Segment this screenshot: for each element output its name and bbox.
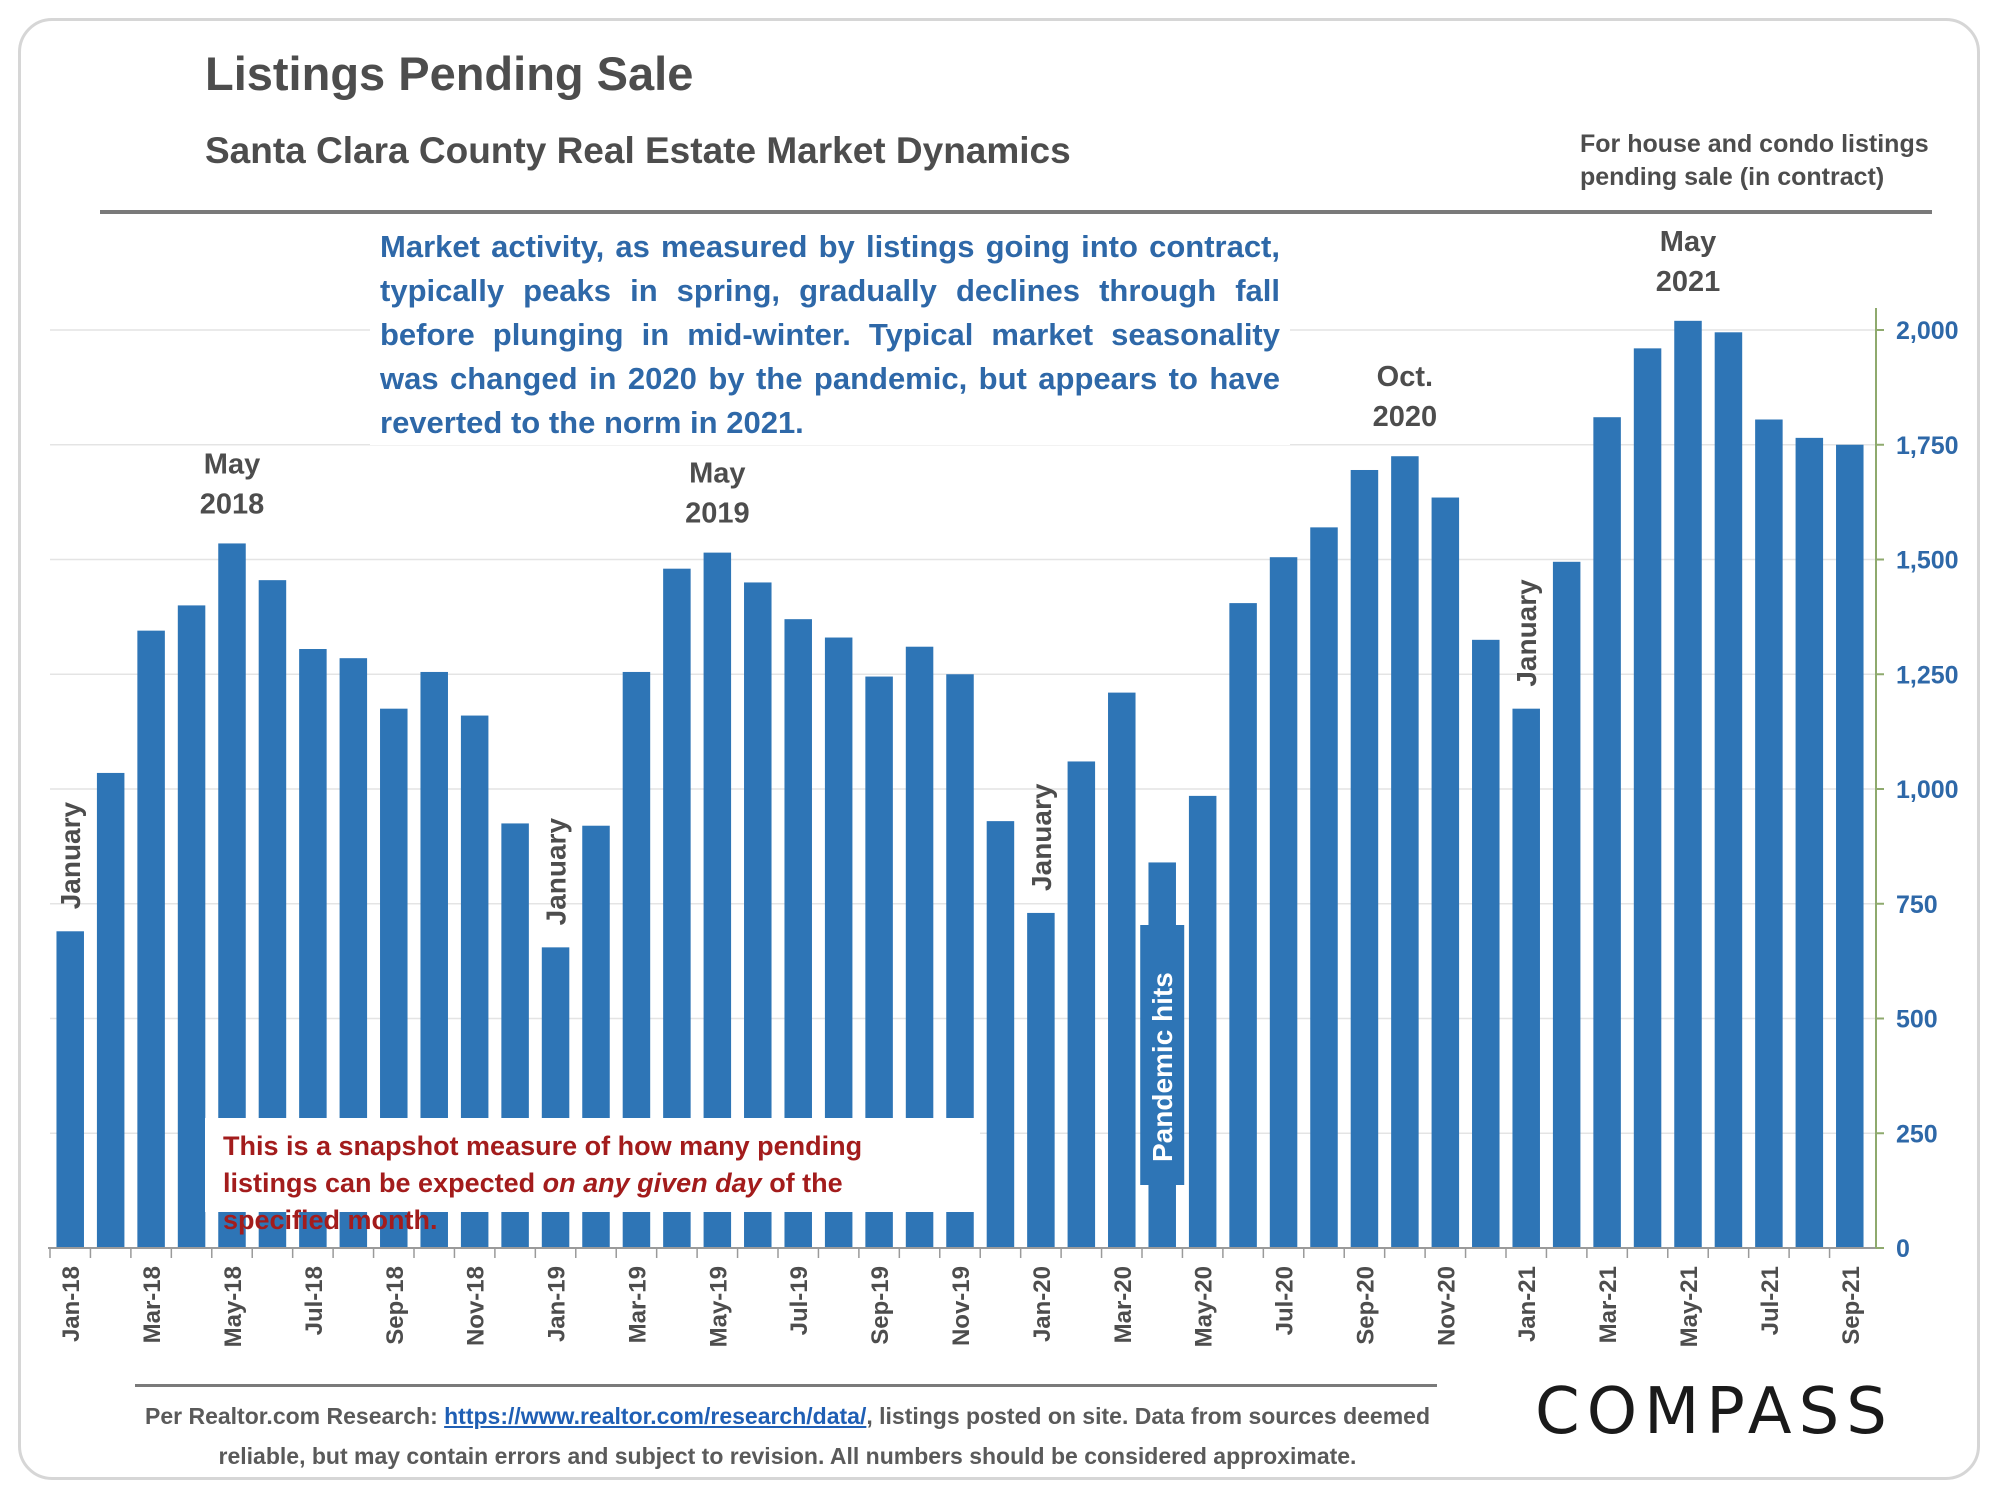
january-label: January: [55, 801, 86, 909]
bar-feb-20: [1067, 761, 1096, 1248]
bar-apr-21: [1633, 348, 1662, 1248]
bar-jan-20: [1027, 912, 1055, 1248]
january-label: January: [541, 818, 572, 926]
bar-jul-21: [1755, 419, 1783, 1248]
x-tick-label: May-20: [1191, 1266, 1218, 1347]
bar-feb-21: [1552, 561, 1581, 1248]
footer-divider: [135, 1384, 1437, 1387]
bar-jan-21: [1512, 708, 1540, 1248]
bar-mar-21: [1593, 417, 1621, 1249]
x-tick-label: Nov-20: [1433, 1266, 1460, 1346]
peak-label-year: 2018: [200, 488, 265, 520]
peak-label-month: May: [689, 458, 745, 490]
chart-title: Listings Pending Sale: [205, 47, 694, 100]
bar-sep-21: [1836, 444, 1864, 1248]
x-tick-label: Jul-20: [1272, 1266, 1299, 1335]
source-prefix: Per Realtor.com Research:: [144, 1403, 445, 1429]
y-tick-label: 0: [1896, 1235, 1910, 1263]
bar-mar-20: [1108, 692, 1136, 1248]
compass-logo: COMPASS: [1535, 1375, 1894, 1449]
x-tick-label: Mar-20: [1110, 1266, 1137, 1343]
x-tick-label: Nov-18: [463, 1266, 490, 1346]
pandemic-label-bg: [1140, 925, 1185, 1185]
x-tick-label: Sep-18: [382, 1266, 409, 1345]
y-tick-label: 1,000: [1896, 776, 1959, 804]
x-tick-label: Jul-21: [1757, 1266, 1784, 1335]
bar-apr-18: [177, 605, 206, 1248]
pandemic-hits-label: Pandemic hits: [1147, 972, 1178, 1162]
source-link[interactable]: https://www.realtor.com/research/data/: [444, 1403, 867, 1429]
bar-jan-18: [56, 931, 84, 1248]
snapshot-text-end: of the specified month.: [223, 1168, 843, 1235]
source-footnote: Per Realtor.com Research: https://www.re…: [120, 1396, 1455, 1476]
x-tick-label: May-21: [1676, 1266, 1703, 1347]
x-tick-label: Mar-18: [139, 1266, 166, 1343]
y-tick-label: 250: [1896, 1120, 1938, 1148]
x-tick-label: Nov-19: [948, 1266, 975, 1346]
peak-label-month: May: [204, 448, 260, 480]
x-tick-label: Mar-19: [624, 1266, 651, 1343]
x-tick-label: Jul-19: [786, 1266, 813, 1335]
bar-dec-20: [1472, 639, 1500, 1248]
y-tick-label: 1,750: [1896, 432, 1959, 460]
bar-may-20: [1188, 795, 1217, 1248]
scope-note: For house and condo listings pending sal…: [1580, 130, 1929, 191]
bar-aug-20: [1310, 527, 1338, 1248]
snapshot-callout: This is a snapshot measure of how many p…: [205, 1118, 980, 1235]
chart-subtitle: Santa Clara County Real Estate Market Dy…: [205, 130, 1071, 171]
y-tick-label: 1,250: [1896, 661, 1959, 689]
bar-dec-19: [986, 821, 1015, 1248]
bar-sep-20: [1350, 469, 1379, 1248]
x-tick-label: Jan-18: [58, 1266, 85, 1342]
bar-jun-21: [1714, 332, 1743, 1248]
source-suffix: , listings posted on site. Data from sou…: [218, 1403, 1430, 1469]
x-tick-label: May-18: [220, 1266, 247, 1347]
header-divider: [100, 210, 1932, 214]
peak-label-month: Oct.: [1377, 361, 1433, 393]
bar-may-21: [1674, 320, 1702, 1248]
bar-oct-20: [1391, 456, 1419, 1249]
x-tick-label: May-19: [705, 1266, 732, 1347]
x-tick-label: Jan-21: [1514, 1266, 1541, 1342]
peak-label-year: 2021: [1656, 266, 1721, 298]
x-tick-label: Mar-21: [1595, 1266, 1622, 1343]
bar-jun-20: [1229, 603, 1257, 1248]
x-tick-label: Jan-19: [544, 1266, 571, 1342]
x-tick-label: Sep-21: [1838, 1266, 1865, 1345]
y-tick-label: 500: [1896, 1006, 1938, 1034]
bar-feb-18: [96, 772, 125, 1248]
snapshot-emphasis: on any given day: [542, 1168, 762, 1198]
x-tick-label: Jul-18: [301, 1266, 328, 1335]
january-label: January: [1511, 579, 1542, 687]
bar-aug-21: [1795, 437, 1824, 1248]
peak-label-year: 2019: [685, 498, 750, 530]
peak-label-year: 2020: [1373, 401, 1438, 433]
y-tick-label: 1,500: [1896, 547, 1959, 575]
bar-nov-20: [1431, 497, 1460, 1248]
peak-label-month: May: [1660, 226, 1716, 258]
y-tick-label: 2,000: [1896, 317, 1959, 345]
y-tick-label: 750: [1896, 891, 1938, 919]
snapshot-text-start: This is a snapshot measure of how many p…: [223, 1131, 863, 1198]
intro-callout: Market activity, as measured by listings…: [370, 225, 1290, 445]
x-tick-label: Sep-20: [1352, 1266, 1379, 1345]
bar-mar-18: [137, 630, 165, 1248]
january-label: January: [1026, 783, 1057, 891]
bar-jul-20: [1269, 557, 1298, 1248]
x-tick-label: Jan-20: [1029, 1266, 1056, 1342]
x-tick-label: Sep-19: [867, 1266, 894, 1345]
